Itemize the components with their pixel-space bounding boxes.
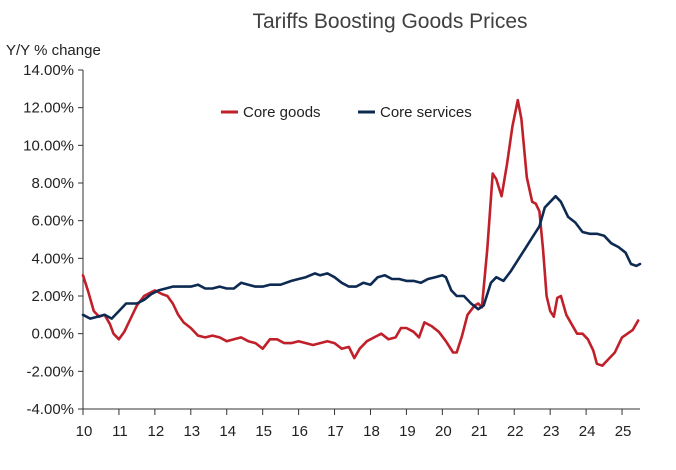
x-tick-label: 18 — [363, 423, 380, 440]
legend: Core goods Core services — [221, 104, 472, 121]
x-axis: 10 11 12 13 14 15 16 17 18 19 20 21 22 23 24 25 — [76, 408, 640, 440]
x-tick-label: 12 — [148, 423, 165, 440]
x-tick-label: 21 — [471, 423, 488, 440]
x-tick-label: 22 — [507, 423, 524, 440]
x-tick-label: 19 — [399, 423, 416, 440]
core-services-line — [81, 194, 642, 320]
y-axis: -4.00% -2.00% 0.00% 2.00% 4.00% 6.00% 8.00% 10.… — [23, 62, 84, 418]
chart-title: Tariffs Boosting Goods Prices — [252, 10, 527, 33]
series-lines — [81, 98, 642, 367]
y-axis-label: Y/Y % change — [6, 42, 101, 59]
y-tick-label: 8.00% — [31, 175, 74, 192]
y-tick-label: 14.00% — [23, 62, 74, 79]
x-tick-label: 24 — [579, 423, 596, 440]
x-tick-label: 17 — [327, 423, 344, 440]
y-tick-label: 0.00% — [31, 326, 74, 343]
y-tick-label: 2.00% — [31, 288, 74, 305]
y-tick-label: 12.00% — [23, 100, 74, 117]
y-tick-label: 6.00% — [31, 213, 74, 230]
y-tick-label: 10.00% — [23, 137, 74, 154]
x-tick-label: 13 — [183, 423, 200, 440]
x-tick-label: 14 — [219, 423, 236, 440]
x-tick-label: 15 — [255, 423, 272, 440]
legend-label-core-services: Core services — [380, 104, 472, 121]
y-tick-label: 4.00% — [31, 250, 74, 267]
x-tick-label: 20 — [435, 423, 452, 440]
x-tick-label: 16 — [291, 423, 308, 440]
x-tick-label: 10 — [76, 423, 93, 440]
y-tick-label: -2.00% — [26, 363, 74, 380]
legend-label-core-goods: Core goods — [243, 104, 321, 121]
core-goods-line — [81, 98, 640, 367]
y-tick-label: -4.00% — [26, 401, 74, 418]
x-tick-label: 25 — [615, 423, 632, 440]
x-tick-label: 11 — [112, 423, 128, 440]
x-tick-label: 23 — [543, 423, 560, 440]
